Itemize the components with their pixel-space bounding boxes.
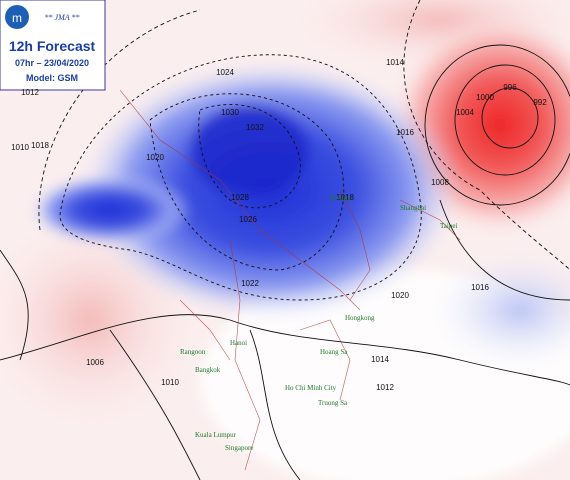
header-box: m ** JMA ** 12h Forecast 07hr – 23/04/20… xyxy=(0,0,106,91)
isobar-label: 1026 xyxy=(239,215,257,224)
isobar-label: 1000 xyxy=(476,93,494,102)
isobar-label: 992 xyxy=(533,98,547,107)
time: 07hr – 23/04/2020 xyxy=(15,58,89,68)
logo-mark: m xyxy=(12,11,22,25)
isobar-label: 1016 xyxy=(396,128,414,137)
city-label: Truong Sa xyxy=(318,399,348,407)
isobar-label: 1016 xyxy=(471,283,489,292)
isobar-label: 1012 xyxy=(21,88,39,97)
map-labels: 1032 1030 1028 1026 1024 1022 1020 1018 1016 1014… xyxy=(11,58,547,452)
city-label: Kuala Lumpur xyxy=(195,431,237,439)
borders xyxy=(119,89,461,471)
isobar-label: 1004 xyxy=(456,108,474,117)
city-label: Shanghai xyxy=(400,204,426,212)
isobar-label: 1008 xyxy=(431,178,449,187)
city-label: Hoang Sa xyxy=(320,348,348,356)
isobar-label: 1018 xyxy=(31,141,49,150)
isobar-label: 1020 xyxy=(391,291,409,300)
isobar-label: 1022 xyxy=(241,279,259,288)
city-label: Taipei xyxy=(440,222,457,230)
isobar-label: 1010 xyxy=(11,143,29,152)
logo xyxy=(5,5,29,29)
isobar-label: 1012 xyxy=(376,383,394,392)
agency: ** JMA ** xyxy=(45,13,80,22)
city-label: Singapore xyxy=(225,444,253,452)
city-label: Ho Chi Minh City xyxy=(285,384,337,392)
city-label: Hongkong xyxy=(345,314,375,322)
isobar-label: 1010 xyxy=(161,378,179,387)
isobar-label: 1006 xyxy=(86,358,104,367)
title: 12h Forecast xyxy=(9,38,96,54)
city-label: Bangkok xyxy=(195,366,221,374)
isobar-label: 1020 xyxy=(146,153,164,162)
city-label: Hanoi xyxy=(230,339,247,347)
city-label: Rangoon xyxy=(180,348,206,356)
isobar-label: 1014 xyxy=(386,58,404,67)
isobar-label: 1032 xyxy=(246,123,264,132)
model: Model: GSM xyxy=(26,73,78,83)
isobar-label: 1024 xyxy=(216,68,234,77)
isobar-label: 1014 xyxy=(371,355,389,364)
isobar-label: 1018 xyxy=(336,193,354,202)
isobar-label: 996 xyxy=(503,83,517,92)
isobar-label: 1030 xyxy=(221,108,239,117)
isobar-label: 1028 xyxy=(231,193,249,202)
city-label: Beijing xyxy=(330,194,351,202)
